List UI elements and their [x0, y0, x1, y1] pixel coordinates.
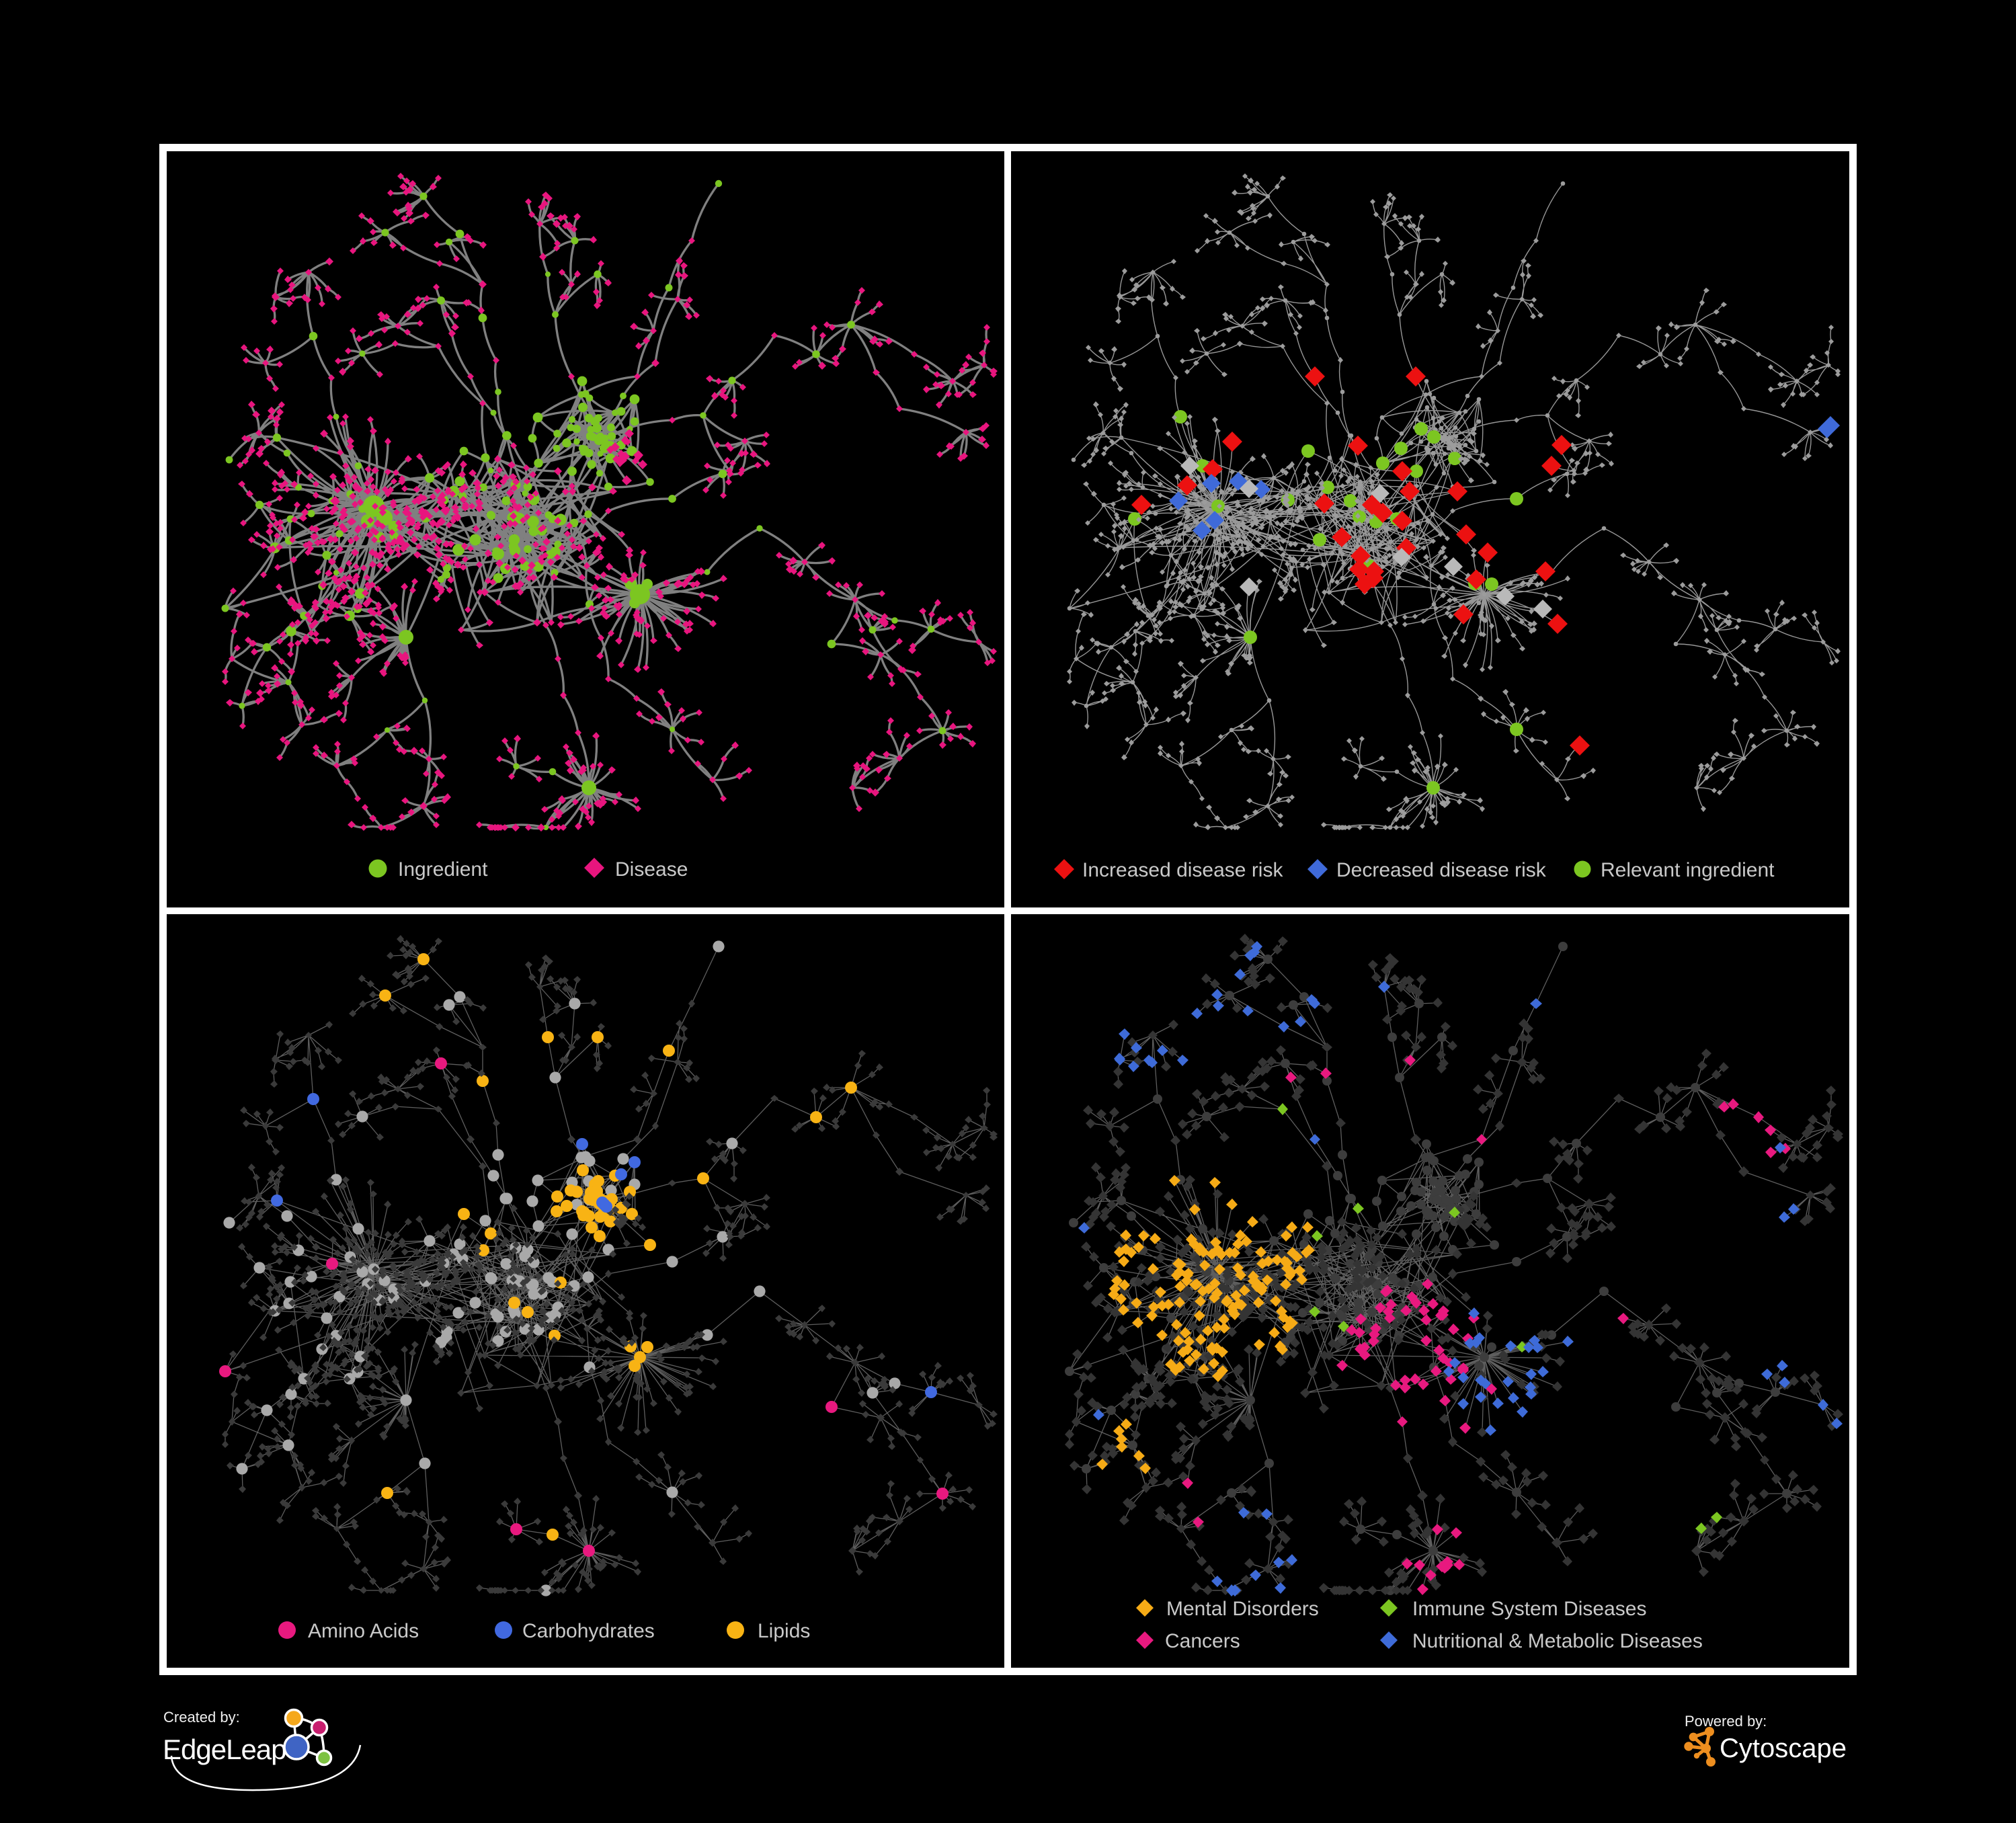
- svg-text:Nutritional & Metabolic Diseas: Nutritional & Metabolic Diseases: [1412, 1630, 1703, 1652]
- svg-text:Mental Disorders: Mental Disorders: [1166, 1598, 1319, 1620]
- svg-text:Cancers: Cancers: [1165, 1630, 1240, 1652]
- svg-text:Powered by:: Powered by:: [1685, 1713, 1767, 1730]
- svg-text:Amino Acids: Amino Acids: [308, 1620, 419, 1642]
- svg-text:Created by:: Created by:: [163, 1709, 240, 1726]
- svg-text:Lipids: Lipids: [758, 1620, 810, 1642]
- svg-text:Immune System Diseases: Immune System Diseases: [1412, 1598, 1646, 1620]
- svg-text:Disease: Disease: [615, 858, 688, 881]
- svg-text:Decreased disease risk: Decreased disease risk: [1336, 859, 1547, 881]
- svg-text:Increased disease risk: Increased disease risk: [1082, 859, 1283, 881]
- svg-text:Cytoscape: Cytoscape: [1720, 1734, 1847, 1763]
- svg-text:Relevant ingredient: Relevant ingredient: [1601, 859, 1775, 881]
- svg-text:Ingredient: Ingredient: [398, 858, 488, 881]
- svg-text:Carbohydrates: Carbohydrates: [522, 1620, 655, 1642]
- svg-text:EdgeLeap: EdgeLeap: [163, 1734, 286, 1765]
